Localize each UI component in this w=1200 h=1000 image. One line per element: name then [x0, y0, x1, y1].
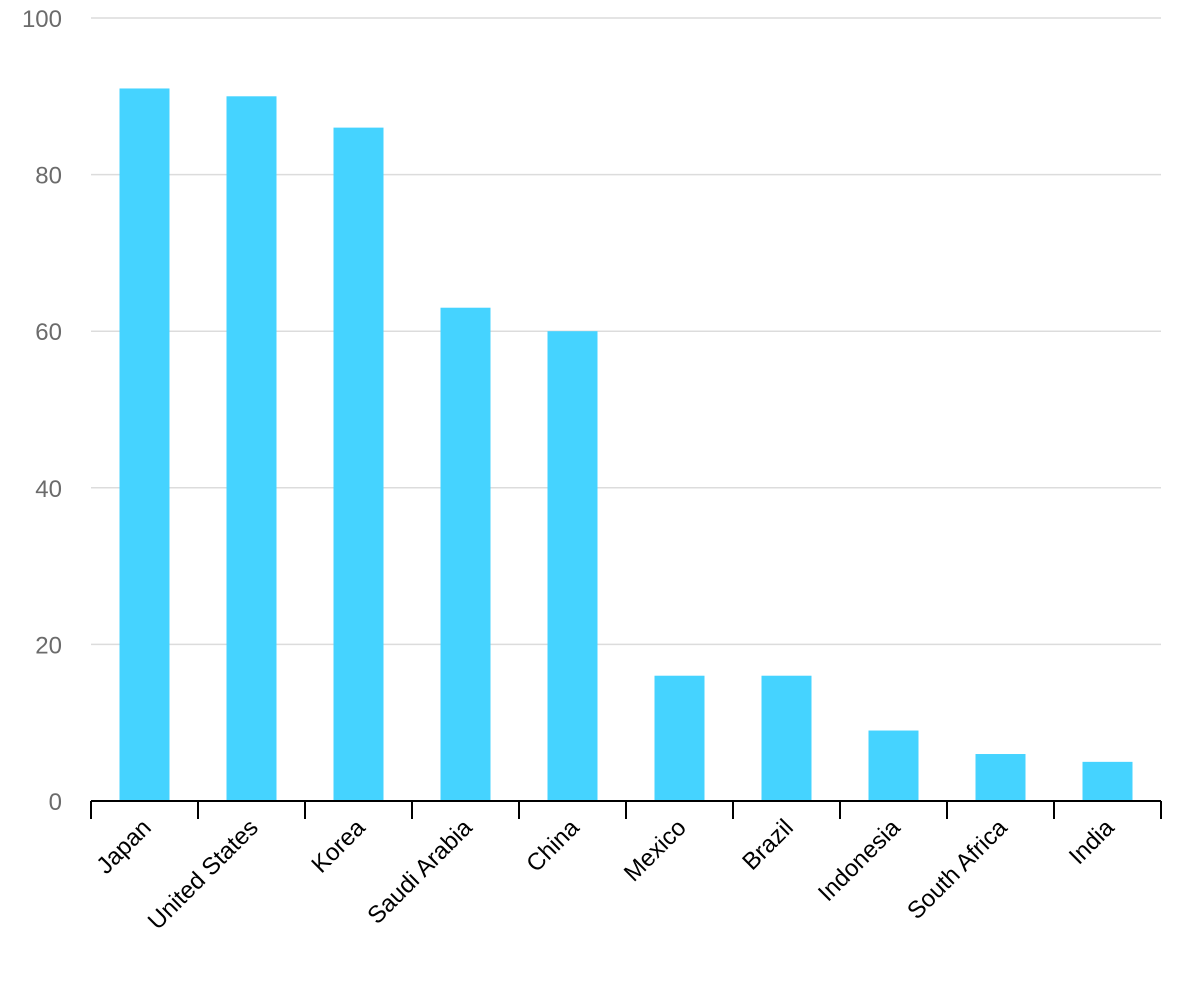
- y-tick-label: 0: [49, 789, 62, 816]
- y-tick-label: 60: [35, 319, 62, 346]
- x-tick-label: Saudi Arabia: [362, 814, 478, 930]
- x-tick-label: Japan: [91, 814, 156, 879]
- bar-united-states: [226, 96, 277, 802]
- bar-brazil: [761, 675, 812, 801]
- y-tick-label: 20: [35, 632, 62, 659]
- x-axis: [90, 800, 1162, 819]
- x-tick-label: South Africa: [902, 814, 1013, 925]
- bar-china: [547, 331, 598, 801]
- x-tick-label: Mexico: [619, 814, 692, 887]
- y-axis-tick-labels: 0 20 40 60 80 100: [22, 6, 62, 816]
- bar-south-africa: [975, 754, 1026, 801]
- bar-indonesia: [868, 730, 919, 801]
- y-tick-label: 100: [22, 6, 62, 33]
- x-tick-label: India: [1064, 814, 1120, 870]
- bars: [119, 88, 1133, 802]
- x-tick-label: United States: [143, 814, 264, 935]
- bar-india: [1082, 761, 1133, 801]
- bar-japan: [119, 88, 170, 802]
- bar-mexico: [654, 675, 705, 801]
- y-tick-label: 80: [35, 163, 62, 190]
- x-tick-label: China: [521, 814, 585, 878]
- bar-korea: [333, 127, 384, 802]
- y-tick-label: 40: [35, 476, 62, 503]
- x-tick-label: Indonesia: [813, 814, 906, 907]
- x-tick-label: Brazil: [737, 814, 799, 876]
- bar-saudi-arabia: [440, 307, 491, 801]
- x-tick-label: Korea: [306, 814, 371, 879]
